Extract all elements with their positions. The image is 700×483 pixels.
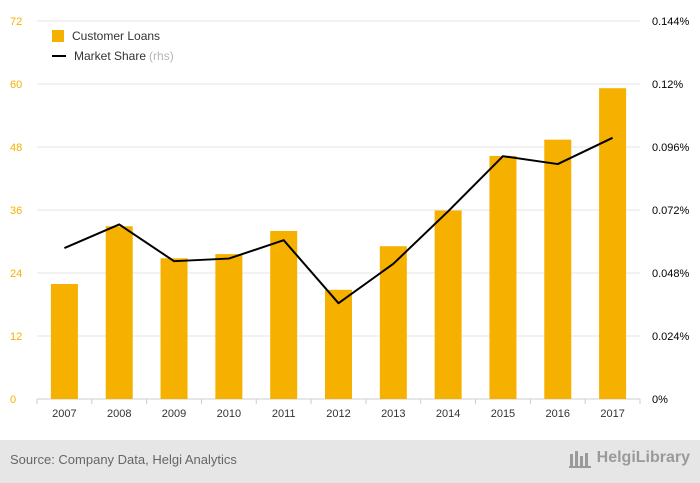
legend-label-market-share: Market Share bbox=[74, 49, 147, 63]
x-tick-label: 2012 bbox=[326, 408, 350, 420]
chart-legend: Customer Loans Market Share (rhs) bbox=[52, 26, 174, 66]
y-left-tick-label: 72 bbox=[10, 16, 22, 28]
bar-customer-loans bbox=[160, 258, 188, 399]
footer-bar: Source: Company Data, Helgi Analytics He… bbox=[0, 440, 700, 483]
combo-chart: 0 12 24 36 48 60 72 0% 0.024% 0.048% 0.072% 0.096% 0… bbox=[10, 16, 690, 420]
bar-customer-loans bbox=[379, 246, 407, 399]
x-tick-label: 2011 bbox=[272, 408, 296, 420]
bar-customer-loans bbox=[105, 226, 133, 399]
y-left-tick-label: 48 bbox=[10, 142, 22, 154]
legend-item-customer-loans: Customer Loans bbox=[52, 26, 174, 46]
y-right-tick-label: 0.12% bbox=[652, 79, 683, 91]
y-right-tick-label: 0% bbox=[652, 394, 668, 406]
y-right-tick-label: 0.144% bbox=[652, 16, 690, 28]
y-left-tick-label: 0 bbox=[10, 394, 16, 406]
legend-label-customer-loans: Customer Loans bbox=[72, 29, 161, 43]
logo-text: HelgiLibrary bbox=[596, 449, 690, 466]
x-tick-label: 2014 bbox=[436, 408, 460, 420]
bar-customer-loans bbox=[270, 231, 298, 399]
bar-customer-loans bbox=[489, 155, 517, 399]
x-tick-label: 2009 bbox=[162, 408, 186, 420]
bar-customer-loans bbox=[434, 210, 462, 399]
y-left-tick-label: 60 bbox=[10, 79, 22, 91]
y-left-tick-label: 24 bbox=[10, 268, 22, 280]
x-tick-label: 2013 bbox=[381, 408, 405, 420]
bar-customer-loans bbox=[544, 139, 572, 399]
x-tick-label: 2015 bbox=[491, 408, 515, 420]
bar-customer-loans bbox=[325, 289, 352, 399]
brand-logo: HelgiLibrary bbox=[568, 448, 690, 468]
y-right-tick-label: 0.048% bbox=[652, 268, 690, 280]
source-note: Source: Company Data, Helgi Analytics bbox=[10, 452, 237, 467]
legend-rhs-note: (rhs) bbox=[149, 49, 174, 63]
y-left-tick-label: 12 bbox=[10, 331, 22, 343]
x-tick-label: 2007 bbox=[52, 408, 76, 420]
legend-line-swatch bbox=[52, 55, 66, 57]
bar-customer-loans bbox=[599, 88, 627, 399]
line-market-share bbox=[64, 136, 614, 305]
bar-customer-loans bbox=[215, 254, 243, 399]
y-right-tick-label: 0.024% bbox=[652, 331, 690, 343]
y-right-tick-label: 0.072% bbox=[652, 205, 690, 217]
y-right-tick-label: 0.096% bbox=[652, 142, 690, 154]
legend-item-market-share: Market Share (rhs) bbox=[52, 46, 174, 66]
x-tick-label: 2010 bbox=[217, 408, 241, 420]
x-tick-label: 2017 bbox=[600, 408, 624, 420]
x-tick-label: 2008 bbox=[107, 408, 131, 420]
legend-bar-swatch bbox=[52, 30, 64, 42]
bar-customer-loans bbox=[50, 284, 78, 399]
y-left-tick-label: 36 bbox=[10, 205, 22, 217]
x-tick-label: 2016 bbox=[546, 408, 570, 420]
library-logo-icon bbox=[568, 451, 591, 468]
